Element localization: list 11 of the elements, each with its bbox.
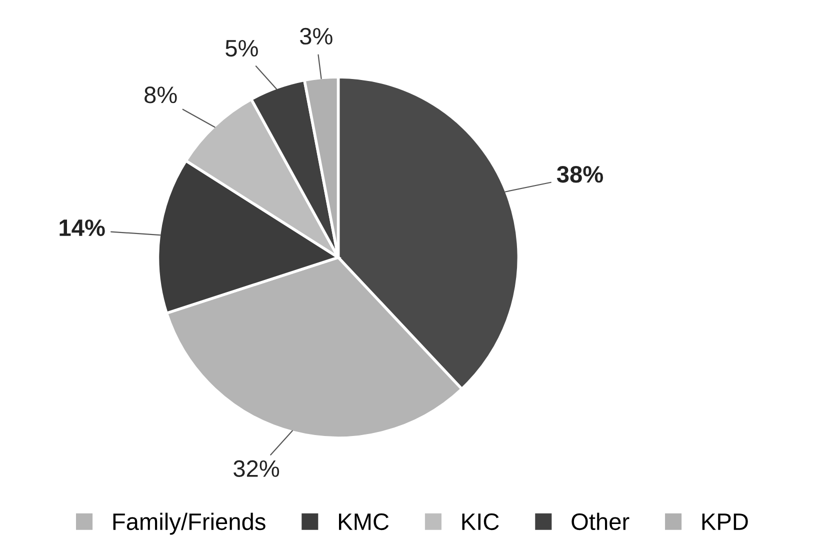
legend-label: KMC (339, 513, 389, 530)
data-label: 8% (144, 86, 177, 104)
data-label: 32% (234, 460, 280, 478)
legend-label: Other (572, 512, 630, 530)
legend-label: Family/Friends (113, 512, 266, 535)
data-label: 38% (556, 166, 604, 183)
data-label: 14% (60, 220, 105, 236)
data-label: 3% (300, 28, 332, 45)
data-label: 5% (226, 40, 258, 57)
legend-label: KIC (462, 513, 499, 530)
legend-label: KPD (702, 514, 748, 530)
